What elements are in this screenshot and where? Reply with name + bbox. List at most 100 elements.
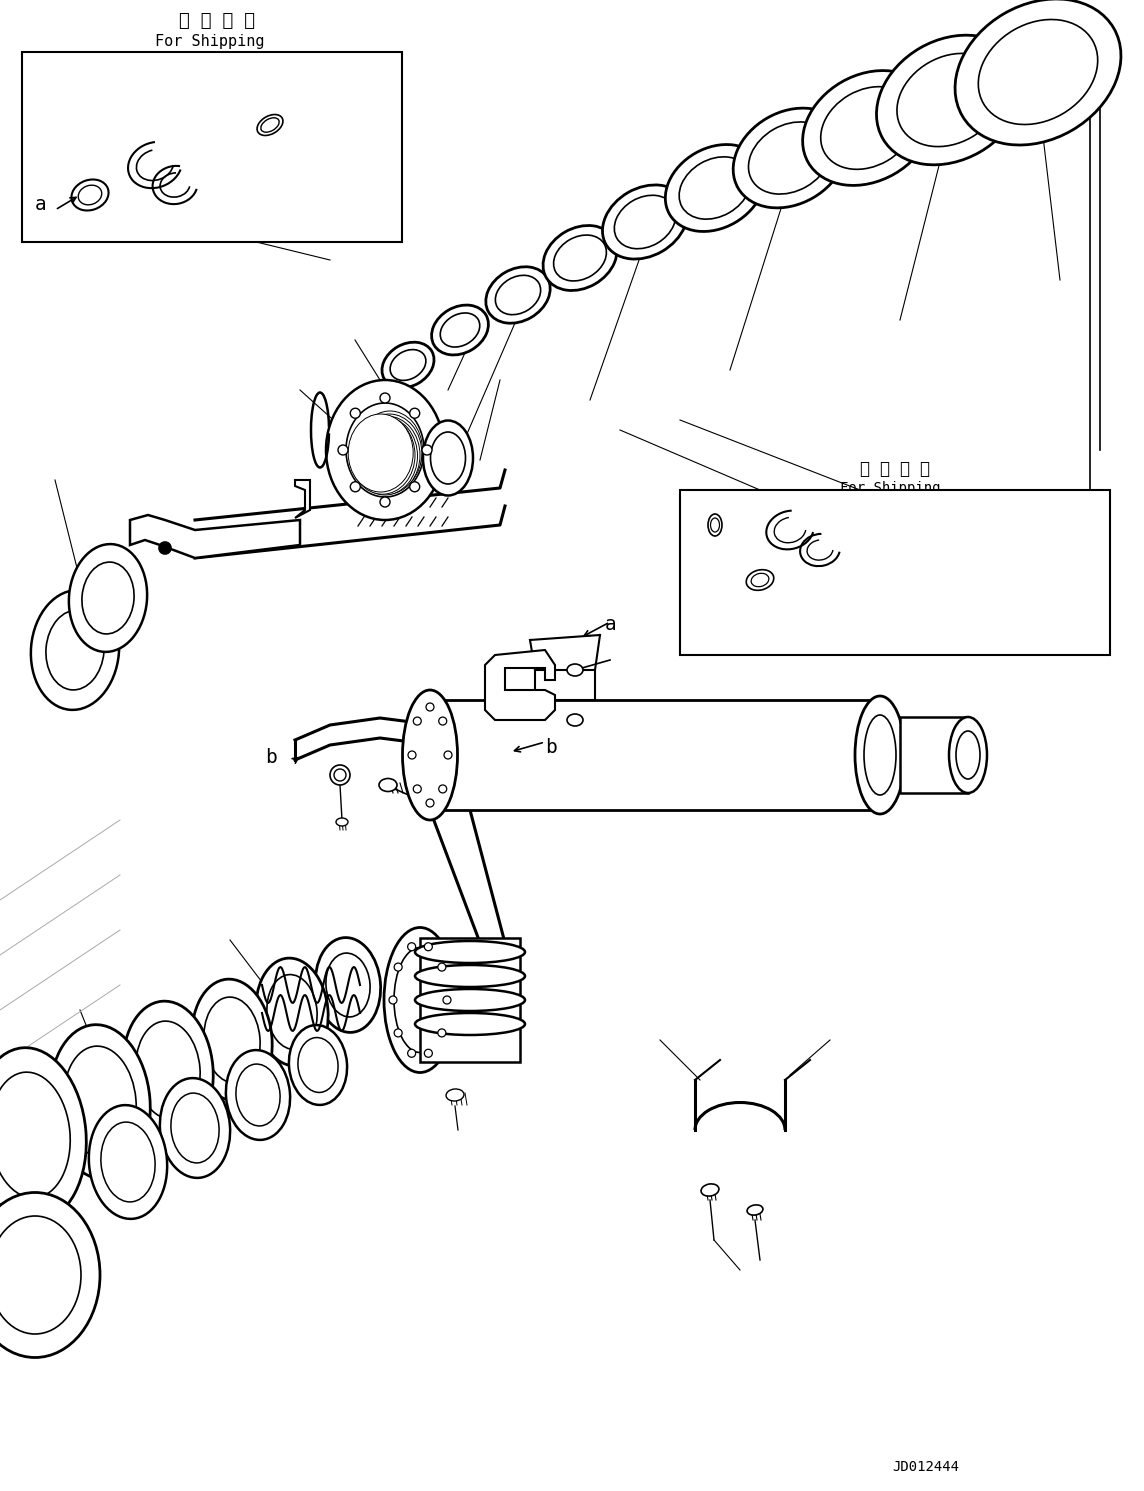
Ellipse shape [415, 1012, 525, 1035]
Circle shape [350, 482, 360, 492]
Polygon shape [130, 514, 300, 558]
Circle shape [426, 799, 434, 807]
Ellipse shape [348, 414, 413, 492]
Ellipse shape [382, 343, 434, 388]
Bar [22, 52, 402, 242]
Ellipse shape [446, 1088, 464, 1100]
Ellipse shape [666, 145, 764, 231]
Bar [535, 669, 595, 699]
Ellipse shape [46, 610, 104, 690]
Ellipse shape [192, 980, 272, 1100]
Circle shape [424, 1050, 432, 1057]
Ellipse shape [78, 185, 102, 204]
Bar [900, 717, 968, 793]
Text: a: a [605, 614, 617, 634]
Ellipse shape [543, 225, 617, 291]
Ellipse shape [256, 959, 328, 1066]
Ellipse shape [394, 947, 446, 1053]
Ellipse shape [431, 306, 488, 355]
Circle shape [439, 717, 446, 725]
Ellipse shape [956, 731, 980, 778]
Ellipse shape [486, 267, 550, 324]
Ellipse shape [0, 1048, 86, 1223]
Ellipse shape [876, 36, 1024, 166]
Ellipse shape [733, 109, 847, 207]
Ellipse shape [0, 1193, 100, 1357]
Ellipse shape [336, 819, 348, 826]
Ellipse shape [415, 965, 525, 987]
Ellipse shape [603, 185, 688, 259]
Ellipse shape [261, 118, 279, 133]
Ellipse shape [701, 1184, 718, 1196]
Ellipse shape [803, 70, 934, 185]
Text: b: b [545, 738, 557, 757]
Polygon shape [295, 480, 310, 517]
Polygon shape [485, 650, 555, 720]
Circle shape [413, 784, 421, 793]
Ellipse shape [89, 1105, 167, 1218]
Circle shape [410, 482, 420, 492]
Circle shape [426, 702, 434, 711]
Ellipse shape [257, 115, 283, 136]
Ellipse shape [122, 1000, 213, 1139]
Circle shape [337, 444, 348, 455]
Circle shape [438, 1029, 446, 1036]
Text: For Shipping: For Shipping [840, 482, 940, 495]
Ellipse shape [950, 717, 987, 793]
Circle shape [413, 717, 421, 725]
Bar [430, 699, 880, 810]
Ellipse shape [710, 517, 720, 532]
Ellipse shape [747, 1205, 763, 1215]
Ellipse shape [225, 1050, 291, 1141]
Text: 運 搬 部 品: 運 搬 部 品 [178, 12, 255, 30]
Circle shape [407, 1050, 415, 1057]
Ellipse shape [357, 412, 422, 489]
Ellipse shape [316, 938, 381, 1032]
Ellipse shape [71, 179, 109, 210]
Ellipse shape [355, 416, 420, 494]
Circle shape [395, 963, 403, 971]
Ellipse shape [864, 716, 896, 795]
Ellipse shape [69, 544, 148, 652]
Circle shape [380, 394, 390, 403]
Circle shape [410, 409, 420, 419]
Ellipse shape [752, 574, 769, 586]
Ellipse shape [350, 416, 415, 494]
Text: a: a [35, 195, 47, 215]
Ellipse shape [955, 0, 1121, 145]
Ellipse shape [415, 989, 525, 1011]
Ellipse shape [384, 927, 456, 1072]
Ellipse shape [82, 562, 134, 634]
Ellipse shape [49, 1024, 150, 1179]
Circle shape [438, 963, 446, 971]
Circle shape [329, 765, 350, 784]
Circle shape [443, 996, 451, 1003]
Ellipse shape [567, 714, 583, 726]
Circle shape [389, 996, 397, 1003]
Ellipse shape [855, 696, 905, 814]
Ellipse shape [326, 380, 444, 520]
Ellipse shape [746, 570, 773, 590]
Ellipse shape [379, 778, 397, 792]
Circle shape [350, 409, 360, 419]
Circle shape [380, 497, 390, 507]
Circle shape [424, 942, 432, 951]
Circle shape [395, 1029, 403, 1036]
Ellipse shape [403, 690, 458, 820]
Ellipse shape [423, 420, 472, 495]
Ellipse shape [31, 590, 119, 710]
Ellipse shape [160, 1078, 230, 1178]
Text: JD012444: JD012444 [892, 1460, 959, 1475]
Ellipse shape [357, 414, 422, 492]
Ellipse shape [289, 1026, 347, 1105]
Text: b: b [265, 748, 277, 766]
Ellipse shape [708, 514, 722, 535]
Ellipse shape [567, 663, 583, 675]
Circle shape [422, 444, 432, 455]
Circle shape [159, 543, 170, 555]
Ellipse shape [415, 941, 525, 963]
Text: For Shipping: For Shipping [156, 34, 264, 49]
Bar [680, 491, 1110, 655]
Circle shape [407, 942, 415, 951]
Circle shape [439, 784, 446, 793]
